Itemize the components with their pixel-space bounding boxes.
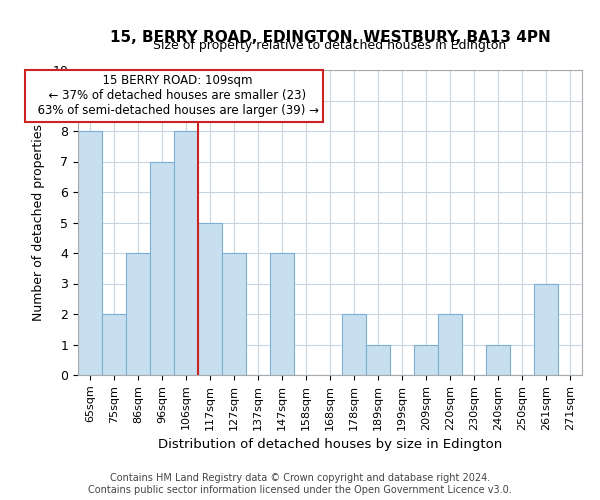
Bar [174,131,198,375]
Text: 15 BERRY ROAD: 109sqm
  ← 37% of detached houses are smaller (23)
  63% of semi-: 15 BERRY ROAD: 109sqm ← 37% of detached … [29,74,319,118]
Bar [486,344,510,375]
Bar [414,344,438,375]
Bar [78,131,102,375]
Bar [222,253,246,375]
Title: 15, BERRY ROAD, EDINGTON, WESTBURY, BA13 4PN: 15, BERRY ROAD, EDINGTON, WESTBURY, BA13… [110,30,550,45]
Y-axis label: Number of detached properties: Number of detached properties [32,124,46,321]
Bar [534,284,558,375]
Text: Size of property relative to detached houses in Edington: Size of property relative to detached ho… [154,38,506,52]
Bar [438,314,462,375]
Bar [366,344,390,375]
Bar [102,314,126,375]
Bar [342,314,366,375]
Text: Contains HM Land Registry data © Crown copyright and database right 2024.
Contai: Contains HM Land Registry data © Crown c… [88,474,512,495]
Bar [126,253,150,375]
Bar [270,253,294,375]
X-axis label: Distribution of detached houses by size in Edington: Distribution of detached houses by size … [158,438,502,451]
Bar [150,162,174,375]
Bar [198,222,222,375]
